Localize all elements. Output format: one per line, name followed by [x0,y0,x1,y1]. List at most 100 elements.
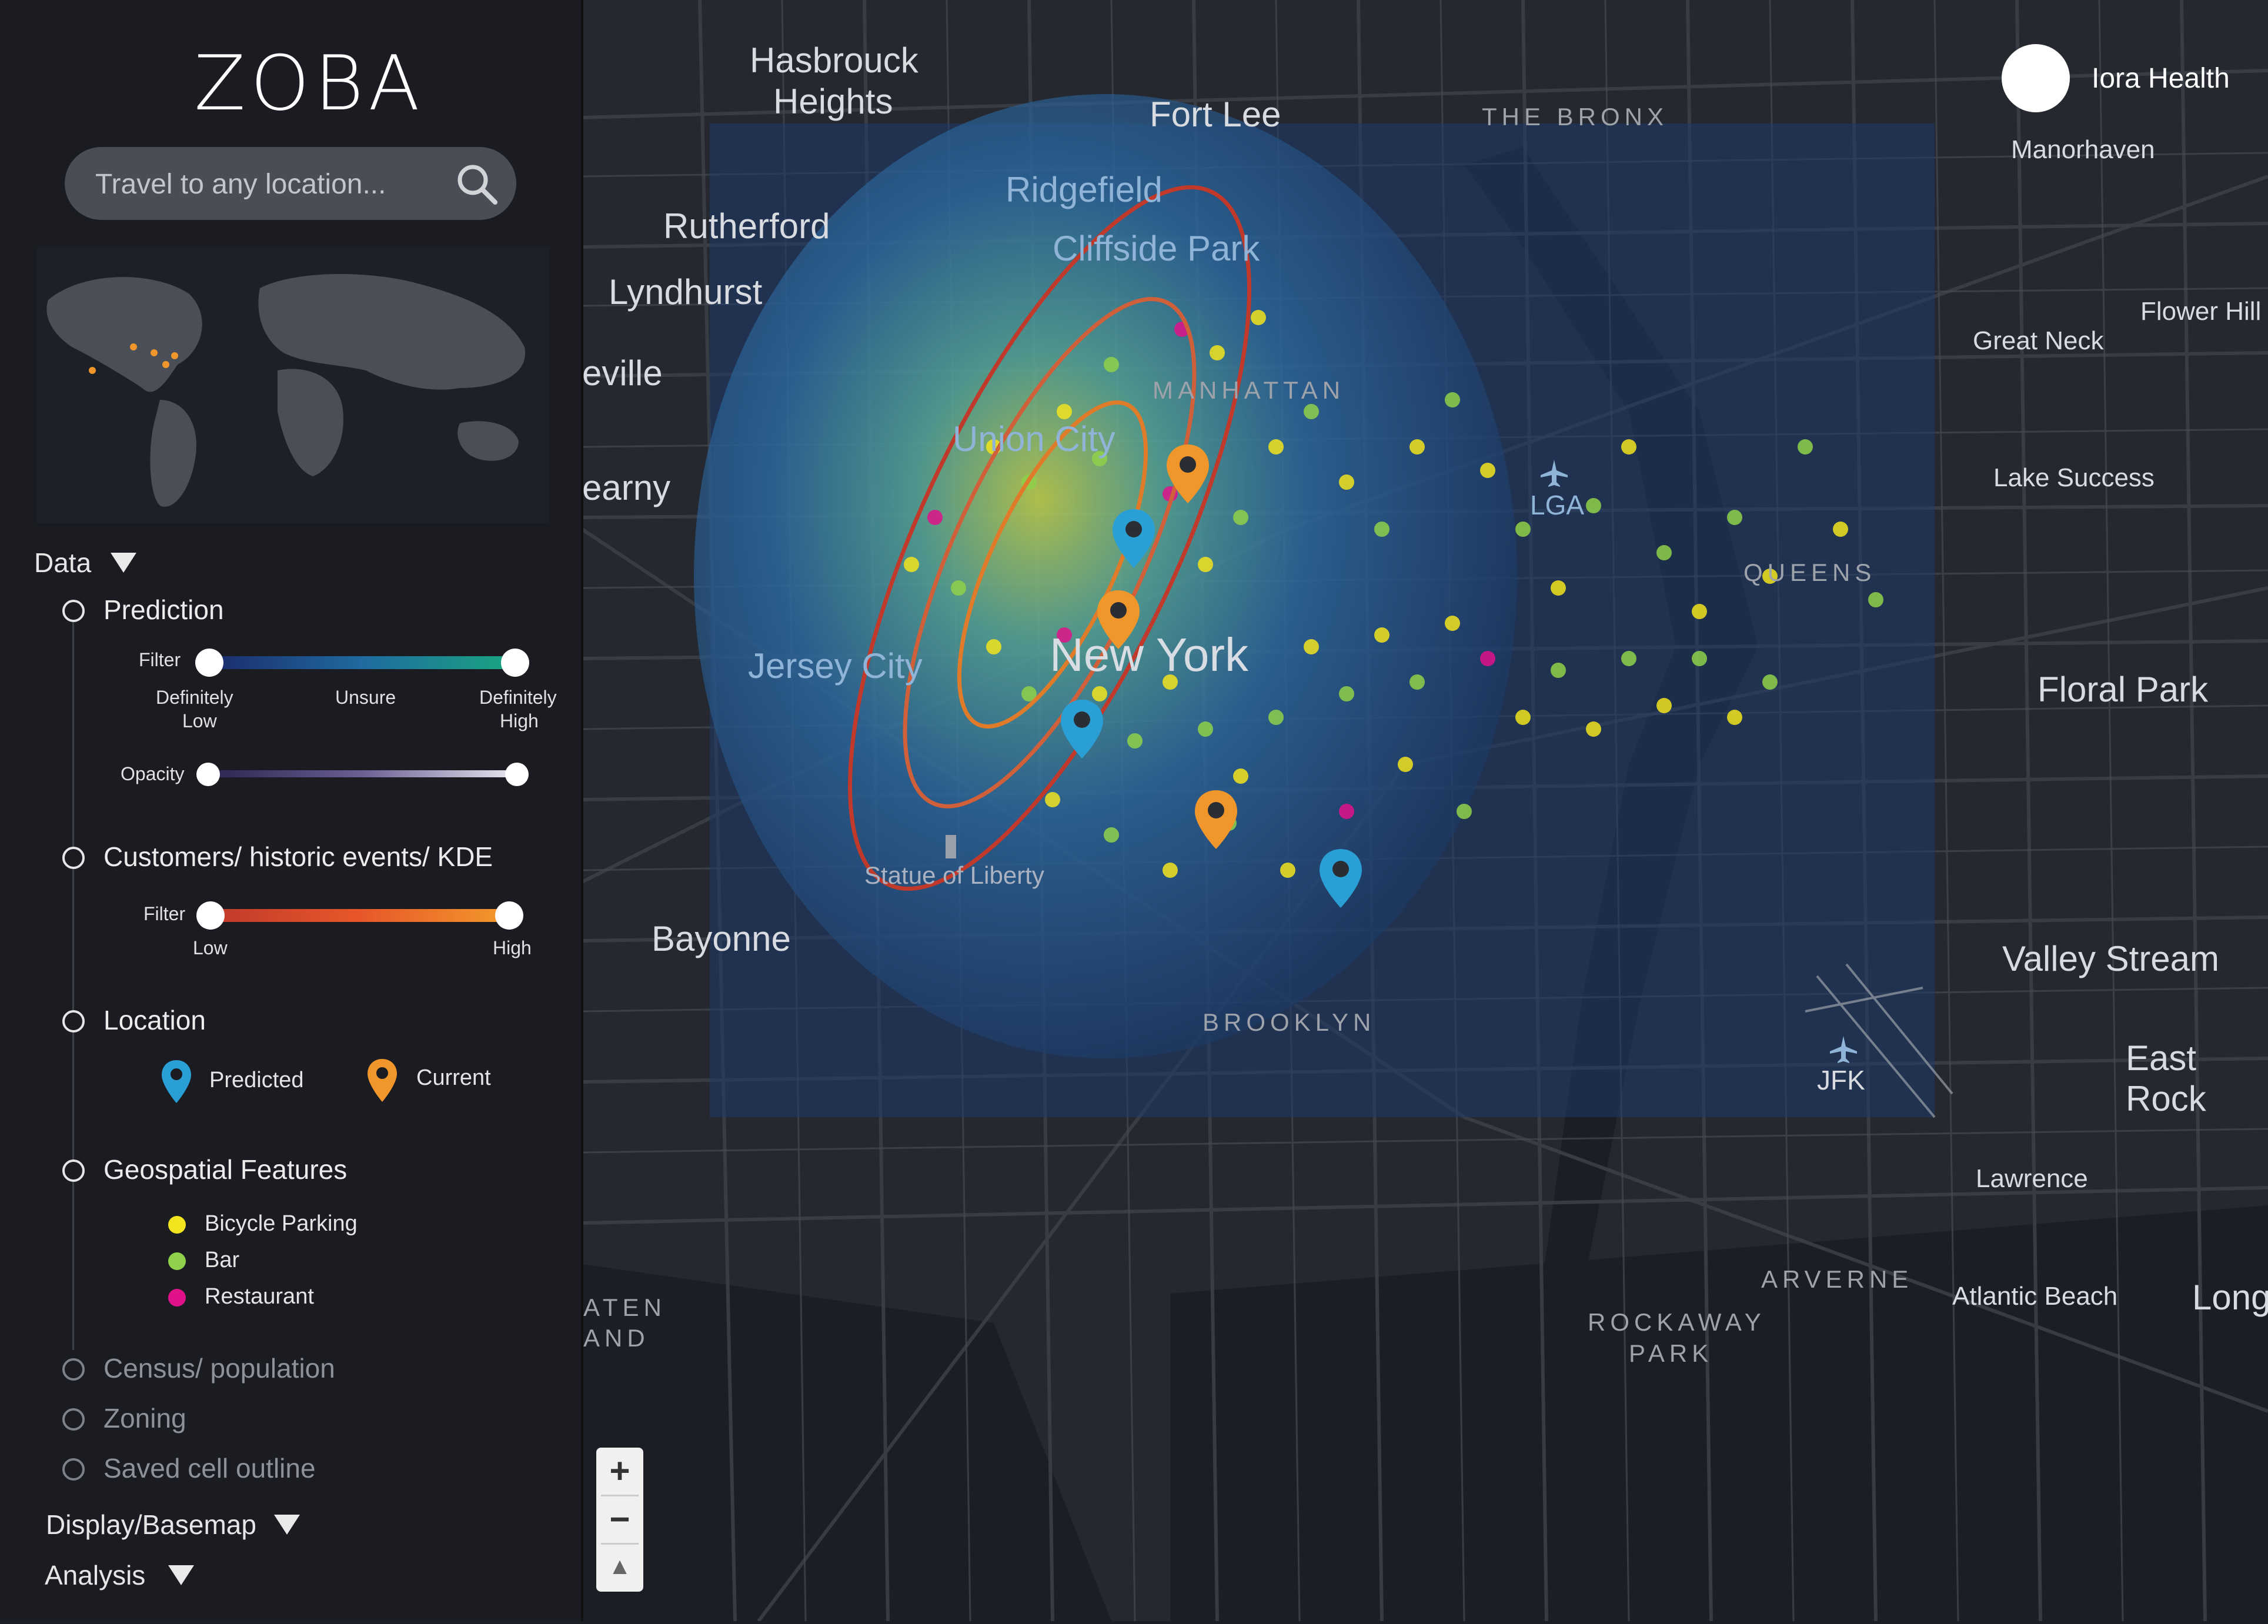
label-staten: ATEN [583,1294,666,1321]
definitely-high-label-2: High [500,710,539,731]
predicted-location-pin[interactable] [1058,697,1105,762]
label-park: PARK [1629,1339,1713,1367]
label-valley-stream: Valley Stream [2002,939,2220,978]
label-long: Long [2192,1278,2268,1317]
user-name[interactable]: Iora Health [2092,63,2230,94]
geospatial-radio[interactable] [62,1159,85,1182]
label-floral-park: Floral Park [2037,670,2209,709]
prediction-filter-label: Filter [139,649,181,670]
label-statue: Statue of Liberty [864,861,1044,889]
divider [601,1495,639,1496]
label-cliffside: Cliffside Park [1053,229,1260,268]
label-great-neck: Great Neck [1973,326,2104,355]
basemap[interactable] [581,0,2268,1622]
current-label: Current [416,1065,491,1090]
customers-filter-slider[interactable] [212,909,509,922]
label-union-city: Union City [953,419,1115,459]
opacity-label: Opacity [121,763,185,784]
definitely-low-label-2: Low [182,710,217,731]
prediction-filter-max-handle[interactable] [501,649,529,677]
confidence-ellipses [848,185,1251,891]
current-pin-icon [368,1059,397,1102]
label-queens: QUEENS [1743,559,1876,586]
data-section-title[interactable]: Data [34,547,92,578]
prediction-heatmap [694,94,1517,1058]
bicycle-parking-swatch [168,1216,186,1234]
label-atlantic-beach: Atlantic Beach [1952,1282,2118,1311]
label-rockaway: ROCKAWAY [1588,1308,1766,1336]
customers-filter-max-handle[interactable] [495,901,523,930]
saved-cell-radio[interactable] [62,1458,85,1481]
feature-points [904,310,1883,878]
airport-icon [1541,460,1568,487]
search-input[interactable] [94,147,449,221]
customers-title[interactable]: Customers/ historic events/ KDE [103,841,493,872]
chevron-down-icon[interactable] [111,553,136,573]
world-minimap[interactable] [36,247,549,523]
app-logo: ZOBA [194,40,425,128]
analysis-section-title[interactable]: Analysis [45,1560,146,1590]
current-location-pin[interactable] [1193,788,1240,853]
statue-icon [946,835,956,858]
customers-filter-min-handle[interactable] [196,901,225,930]
avatar[interactable] [2002,44,2070,112]
prediction-filter-min-handle[interactable] [195,649,223,677]
restaurant-label: Restaurant [205,1284,314,1309]
saved-cell-title[interactable]: Saved cell outline [103,1453,316,1483]
label-eville: eville [582,353,663,393]
opacity-min-handle[interactable] [196,763,220,786]
label-lawrence: Lawrence [1976,1164,2088,1193]
bar-swatch [168,1252,186,1270]
label-rutherford: Rutherford [663,206,830,246]
customers-low-label: Low [193,937,228,958]
label-flower-hill: Flower Hill [2140,297,2262,326]
bicycle-parking-label: Bicycle Parking [205,1211,358,1236]
display-basemap-section-title[interactable]: Display/Basemap [46,1509,256,1540]
search-icon[interactable] [454,161,499,206]
label-the-bronx: THE BRONX [1482,103,1669,131]
census-title[interactable]: Census/ population [103,1353,335,1384]
label-manhattan: MANHATTAN [1153,376,1345,404]
predicted-pin-icon [162,1060,191,1103]
sidebar: ZOBA Data Prediction Filter Definitely L… [0,0,583,1621]
zoom-out-button[interactable]: − [609,1499,630,1539]
predicted-location-pin[interactable] [1110,507,1157,572]
label-ridgefield: Ridgefield [1006,170,1163,209]
unsure-label: Unsure [335,687,396,708]
current-location-pin[interactable] [1095,588,1142,653]
zoom-in-button[interactable]: + [609,1451,630,1491]
current-location-pin[interactable] [1164,442,1211,507]
predicted-label: Predicted [209,1068,304,1092]
prediction-filter-slider[interactable] [209,656,515,669]
customers-radio[interactable] [62,847,85,869]
compass-button[interactable]: ▲ [608,1553,632,1579]
label-heights: Heights [773,82,893,121]
divider [601,1543,639,1545]
bar-label: Bar [205,1248,240,1272]
label-hasbrouck: Hasbrouck [750,41,918,80]
tree-line [72,609,74,1350]
restaurant-swatch [168,1289,186,1306]
zoning-radio[interactable] [62,1408,85,1431]
label-lyndhurst: Lyndhurst [609,272,763,312]
prediction-title[interactable]: Prediction [103,594,224,625]
label-lga: LGA [1530,490,1585,520]
location-title[interactable]: Location [103,1005,206,1035]
zoning-title[interactable]: Zoning [103,1403,186,1433]
predicted-location-pin[interactable] [1317,847,1364,911]
geospatial-title[interactable]: Geospatial Features [103,1154,348,1185]
label-jersey-city: Jersey City [748,646,923,686]
location-radio[interactable] [62,1010,85,1032]
chevron-down-icon[interactable] [274,1515,300,1535]
census-radio[interactable] [62,1358,85,1381]
opacity-slider[interactable] [209,770,515,777]
prediction-radio[interactable] [62,600,85,622]
map-view[interactable] [581,0,2268,1622]
airport-icon [1830,1036,1857,1063]
opacity-max-handle[interactable] [505,763,529,786]
label-lake-success: Lake Success [1993,463,2155,492]
chevron-down-icon[interactable] [168,1565,194,1585]
label-manorhaven: Manorhaven [2011,135,2155,164]
search-bar[interactable] [65,147,516,221]
